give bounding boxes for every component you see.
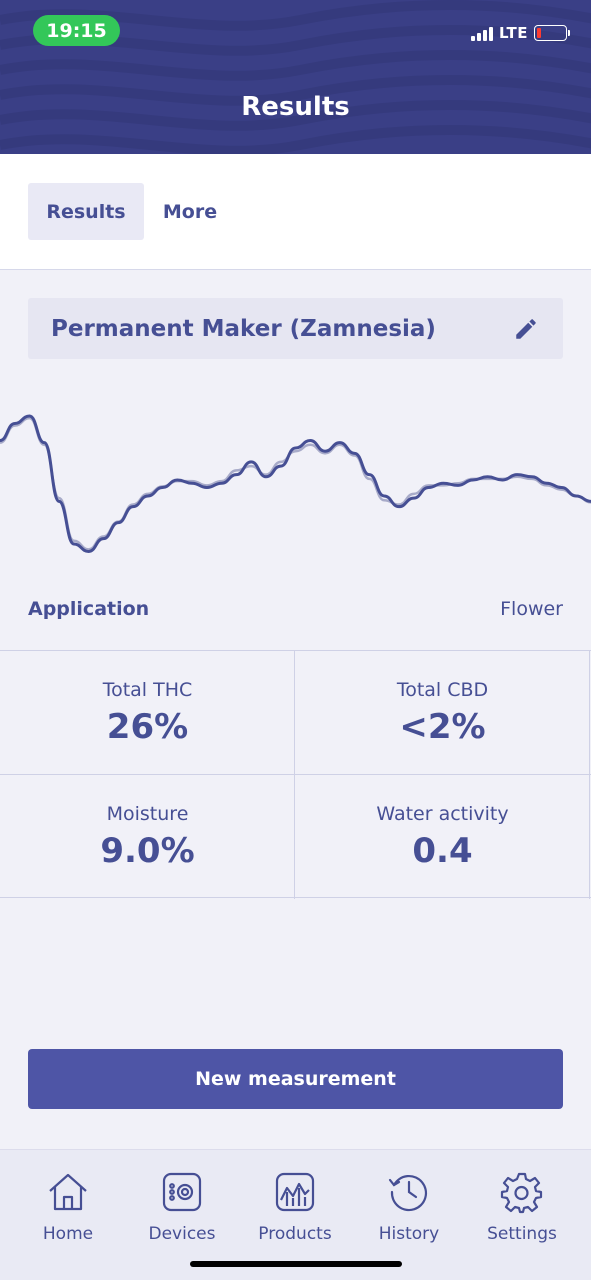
stat-value: 0.4 xyxy=(412,830,473,871)
stat-label: Total CBD xyxy=(396,678,489,701)
tab-bar: Results More xyxy=(0,154,591,270)
tab-more[interactable]: More xyxy=(162,200,218,223)
stat-value: 9.0% xyxy=(100,830,195,871)
application-label: Application xyxy=(28,598,150,620)
nav-home[interactable]: Home xyxy=(13,1170,123,1244)
stat-total-cbd: Total CBD <2% xyxy=(295,651,590,774)
device-icon xyxy=(162,1172,202,1212)
bottom-navigation: Home Devices Products History Settings xyxy=(0,1149,591,1280)
stat-value: 26% xyxy=(106,706,189,747)
stat-label: Water activity xyxy=(376,802,509,825)
network-label: LTE xyxy=(498,24,528,42)
nav-label: Settings xyxy=(487,1224,557,1244)
tab-results[interactable]: Results xyxy=(28,183,144,240)
page-title: Results xyxy=(241,92,350,122)
app-header: 19:15 LTE Results xyxy=(0,0,591,154)
grid-divider xyxy=(589,651,590,899)
home-indicator xyxy=(190,1261,402,1267)
stat-label: Total THC xyxy=(102,678,193,701)
chart-series-line-0 xyxy=(0,414,591,553)
chart-series-line-1 xyxy=(0,416,591,551)
signal-icon xyxy=(470,25,493,41)
product-card: Permanent Maker (Zamnesia) xyxy=(28,298,563,359)
history-icon xyxy=(388,1175,428,1212)
status-time: 19:15 xyxy=(33,15,120,46)
application-row: Application Flower xyxy=(28,598,563,620)
product-name: Permanent Maker (Zamnesia) xyxy=(51,315,436,342)
nav-label: Home xyxy=(42,1224,94,1244)
battery-icon xyxy=(534,25,570,41)
spectrum-chart xyxy=(0,414,591,553)
nav-history[interactable]: History xyxy=(354,1170,464,1244)
gear-icon xyxy=(500,1172,543,1214)
nav-label: History xyxy=(378,1224,440,1244)
stat-total-thc: Total THC 26% xyxy=(0,651,295,774)
pencil-icon[interactable] xyxy=(513,316,539,342)
results-grid: Total THC 26% Total CBD <2% Moisture 9.0… xyxy=(0,650,591,899)
application-value: Flower xyxy=(500,598,563,620)
home-icon xyxy=(49,1173,87,1211)
grid-divider xyxy=(294,651,295,899)
status-indicators: LTE xyxy=(470,24,570,42)
nav-products[interactable]: Products xyxy=(240,1170,350,1244)
products-chart-icon xyxy=(275,1172,315,1212)
stat-water-activity: Water activity 0.4 xyxy=(295,775,590,898)
nav-devices[interactable]: Devices xyxy=(127,1170,237,1244)
stat-value: <2% xyxy=(399,706,486,747)
stat-moisture: Moisture 9.0% xyxy=(0,775,295,898)
new-measurement-button[interactable]: New measurement xyxy=(28,1049,563,1109)
nav-settings[interactable]: Settings xyxy=(467,1170,577,1244)
stat-label: Moisture xyxy=(106,802,189,825)
nav-label: Devices xyxy=(148,1224,216,1244)
grid-divider xyxy=(0,774,591,775)
nav-label: Products xyxy=(258,1224,332,1244)
